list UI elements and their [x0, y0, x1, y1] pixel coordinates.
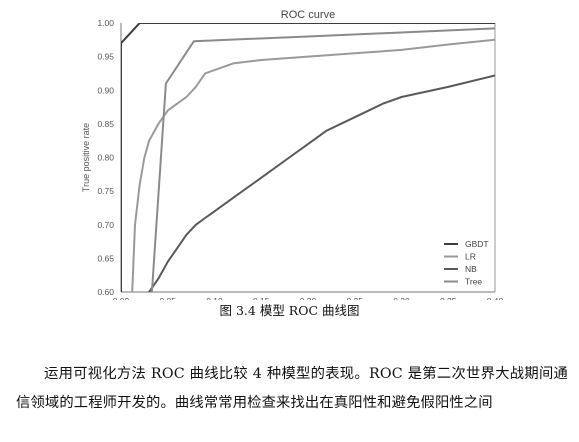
y-tick-label: 0.60 — [97, 287, 114, 297]
figure-caption: 图 3.4 模型 ROC 曲线图 — [219, 303, 360, 318]
x-tick-label: 0.25 — [346, 296, 363, 300]
y-tick-label: 0.70 — [97, 220, 114, 230]
body-paragraph: 运用可视化方法 ROC 曲线比较 4 种模型的表现。ROC 是第二次世界大战期间… — [16, 366, 568, 411]
x-tick-label: 0.05 — [159, 296, 176, 300]
y-axis-label: True positive rate — [81, 123, 91, 192]
x-tick-label: 0.10 — [206, 296, 223, 300]
x-tick-label: 0.15 — [253, 296, 270, 300]
legend-label-gbdt: GBDT — [465, 239, 489, 249]
series-line-gbdt — [121, 23, 495, 292]
series-line-tree — [150, 27, 495, 292]
x-tick-label: 0.00 — [113, 296, 130, 300]
y-tick-label: 1.00 — [97, 18, 114, 28]
x-tick-label: 0.30 — [393, 296, 410, 300]
legend-label-tree: Tree — [465, 277, 482, 287]
chart-title: ROC curve — [281, 9, 335, 21]
x-tick-label: 0.35 — [440, 296, 457, 300]
y-tick-label: 0.80 — [97, 153, 114, 163]
roc-chart: ROC curve 0.00 0.05 0.10 0.15 0.20 0.25 0.30 0.3… — [81, 9, 504, 300]
x-tick-label: 0.40 — [487, 296, 504, 300]
series-line-nb — [148, 74, 495, 292]
x-tick-label: 0.20 — [300, 296, 317, 300]
legend-label-lr: LR — [465, 252, 476, 262]
series-line-lr — [131, 38, 495, 292]
y-tick-label: 0.95 — [97, 52, 114, 62]
legend-label-nb: NB — [465, 264, 477, 274]
y-tick-label: 0.65 — [97, 253, 114, 263]
roc-figure: ROC curve 0.00 0.05 0.10 0.15 0.20 0.25 0.30 0.3… — [81, 9, 504, 300]
y-tick-label: 0.90 — [97, 85, 114, 95]
y-tick-label: 0.75 — [97, 186, 114, 196]
y-tick-label: 0.85 — [97, 119, 114, 129]
